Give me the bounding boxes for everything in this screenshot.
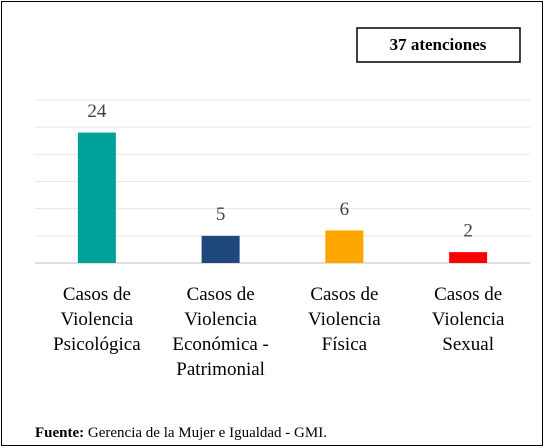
x-tick-label: Casos de Violencia Económica -Patrimonial: [172, 284, 269, 380]
bar: [201, 235, 240, 263]
source-text: Gerencia de la Mujer e Igualdad - GMI.: [88, 425, 327, 441]
value-label: 2: [463, 220, 473, 241]
x-tick-label: Casos de Violencia Psicológica: [53, 284, 141, 355]
source: Fuente: Gerencia de la Mujer e Igualdad …: [35, 425, 327, 441]
bar: [77, 132, 116, 263]
bar: [325, 230, 364, 263]
annotation-box: [356, 27, 521, 63]
value-label: 6: [340, 199, 350, 220]
annotation: 37 atenciones: [390, 35, 487, 54]
x-tick-label: Casos de Violencia Sexual: [432, 284, 505, 355]
source-label: Fuente:: [35, 425, 84, 441]
x-tick-label: Casos de Violencia Física: [308, 284, 381, 355]
value-label: 24: [87, 101, 107, 122]
bar: [449, 252, 488, 263]
value-label: 5: [216, 204, 226, 225]
